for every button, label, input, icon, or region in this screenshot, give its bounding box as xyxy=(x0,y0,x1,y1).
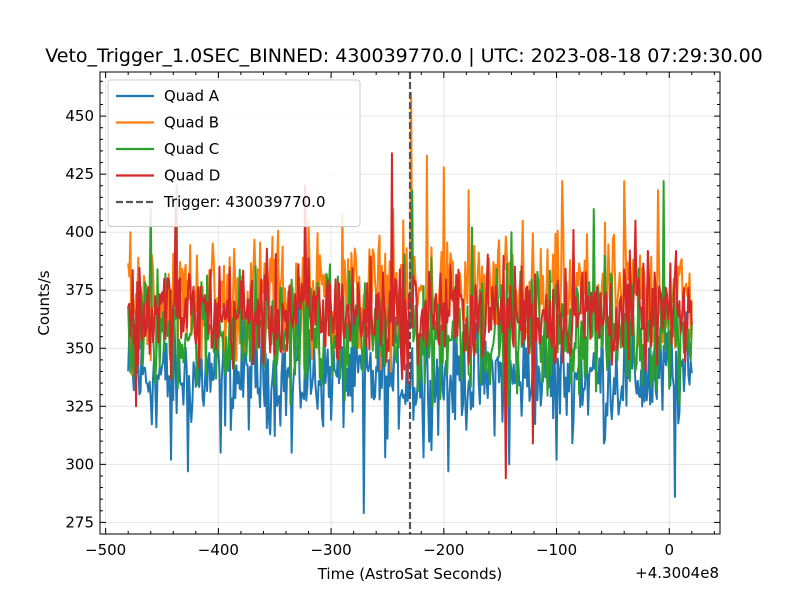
x-tick-label: −200 xyxy=(423,541,464,559)
axis-ticks: −500 −400 −300 −200 −100 0 275 300 325 350 375 400 4… xyxy=(65,72,720,559)
x-tick-label: −500 xyxy=(85,541,126,559)
x-tick-label: 0 xyxy=(664,541,674,559)
legend-label-4: Quad D xyxy=(164,167,220,185)
legend-label-2: Quad B xyxy=(164,114,219,132)
y-tick-label: 350 xyxy=(65,339,94,357)
x-offset-label: +4.3004e8 xyxy=(635,564,719,582)
legend: Quad A Quad B Quad C Quad D Trigger: 4300397… xyxy=(107,79,361,227)
y-tick-label: 400 xyxy=(65,223,94,241)
y-tick-label: 375 xyxy=(65,281,94,299)
plot-frame xyxy=(99,71,721,535)
legend-label-3: Quad C xyxy=(164,140,219,158)
y-tick-label: 425 xyxy=(65,165,94,183)
y-tick-label: 300 xyxy=(65,455,94,473)
x-tick-label: −300 xyxy=(310,541,351,559)
legend-label-1: Quad A xyxy=(164,87,220,105)
x-tick-label: −100 xyxy=(536,541,577,559)
y-tick-label: 275 xyxy=(65,513,94,531)
y-axis-label: Counts/s xyxy=(35,270,53,335)
y-tick-label: 450 xyxy=(65,107,94,125)
x-axis-label: Time (AstroSat Seconds) xyxy=(317,565,503,583)
y-tick-label: 325 xyxy=(65,397,94,415)
x-tick-label: −400 xyxy=(198,541,239,559)
legend-label-5: Trigger: 430039770.0 xyxy=(163,193,326,211)
chart-title: Veto_Trigger_1.0SEC_BINNED: 430039770.0 … xyxy=(45,45,763,67)
legend-box xyxy=(107,79,361,227)
